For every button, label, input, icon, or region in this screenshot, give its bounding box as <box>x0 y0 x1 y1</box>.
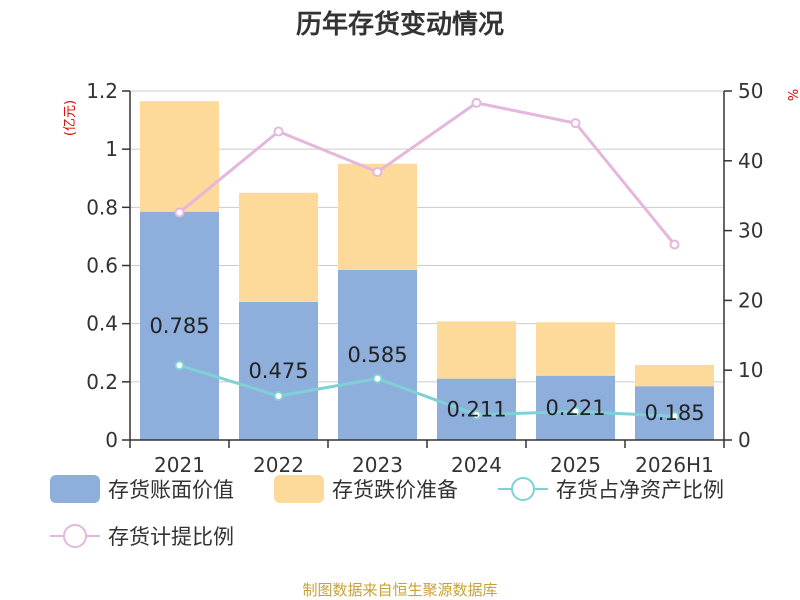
data-labels: 0.785 0.475 0.585 0.211 0.221 0.185 <box>149 314 704 425</box>
bar-1-2023 <box>338 163 417 270</box>
left-tick-label: 0.2 <box>86 370 118 394</box>
lines <box>174 97 680 422</box>
series-point-3 <box>669 239 680 250</box>
bar-value-label: 0.785 <box>149 314 209 338</box>
bar-value-label: 0.221 <box>545 396 605 420</box>
x-tick-label: 2021 <box>154 453 205 477</box>
right-tick-label: 50 <box>738 79 763 103</box>
left-tick-label: 0.4 <box>86 312 118 336</box>
right-tick-label: 40 <box>738 149 763 173</box>
series-line-3 <box>178 101 676 246</box>
series-point-2 <box>669 411 680 422</box>
axes: 0 0.2 0.4 0.6 0.8 1 1.2 0 10 20 30 40 50 2021 2022 2023… <box>86 79 763 477</box>
bar-1-2024 <box>437 321 516 379</box>
series-point-2 <box>372 373 383 384</box>
bar-1-2022 <box>239 192 318 302</box>
series-point-3 <box>570 118 581 129</box>
legend-label: 存货计提比例 <box>108 525 234 549</box>
chart-title: 历年存货变动情况 <box>296 9 504 40</box>
x-tick-label: 2022 <box>253 453 304 477</box>
series-point-3 <box>372 166 383 177</box>
x-tick-label: 2023 <box>352 453 403 477</box>
bar-1-2025 <box>536 322 615 376</box>
legend-marker <box>63 524 87 548</box>
left-tick-label: 0.8 <box>86 195 118 219</box>
bar-value-label: 0.585 <box>347 343 407 367</box>
grid <box>130 90 724 383</box>
bar-0-2023 <box>338 269 417 440</box>
series-point-2 <box>174 360 185 371</box>
bar-0-2024 <box>437 378 516 440</box>
left-tick-label: 1 <box>105 137 118 161</box>
left-tick-label: 1.2 <box>86 79 118 103</box>
left-axis-unit: (亿元) <box>63 100 78 136</box>
right-tick-label: 20 <box>738 288 763 312</box>
legend-label: 存货账面价值 <box>108 478 234 502</box>
legend-swatch <box>50 475 100 503</box>
right-tick-label: 30 <box>738 219 763 243</box>
legend-marker <box>511 477 535 501</box>
legend-swatch <box>274 475 324 503</box>
bar-0-2022 <box>239 301 318 440</box>
x-tick-label: 2025 <box>550 453 601 477</box>
series-point-2 <box>570 406 581 417</box>
x-tick-label: 2024 <box>451 453 502 477</box>
source-note: 制图数据来自恒生聚源数据库 <box>302 581 497 599</box>
bars <box>140 101 714 440</box>
bar-1-2021 <box>140 101 219 212</box>
right-axis-unit: % <box>787 89 800 101</box>
bar-value-label: 0.211 <box>446 397 506 421</box>
right-tick-label: 0 <box>738 428 751 452</box>
series-point-2 <box>471 409 482 420</box>
bar-value-label: 0.185 <box>644 401 704 425</box>
series-point-3 <box>471 97 482 108</box>
legend-label: 存货跌价准备 <box>332 478 458 502</box>
x-tick-label: 2026H1 <box>635 453 714 477</box>
series-point-3 <box>273 126 284 137</box>
bar-0-2021 <box>140 211 219 440</box>
left-tick-label: 0 <box>105 428 118 452</box>
legend-label: 存货占净资产比例 <box>556 478 724 502</box>
bar-1-2026H1 <box>635 364 714 387</box>
series-point-2 <box>273 391 284 402</box>
bar-value-label: 0.475 <box>248 359 308 383</box>
series-line-2 <box>179 363 675 418</box>
left-tick-label: 0.6 <box>86 254 118 278</box>
series-point-3 <box>174 207 185 218</box>
right-tick-label: 10 <box>738 358 763 382</box>
